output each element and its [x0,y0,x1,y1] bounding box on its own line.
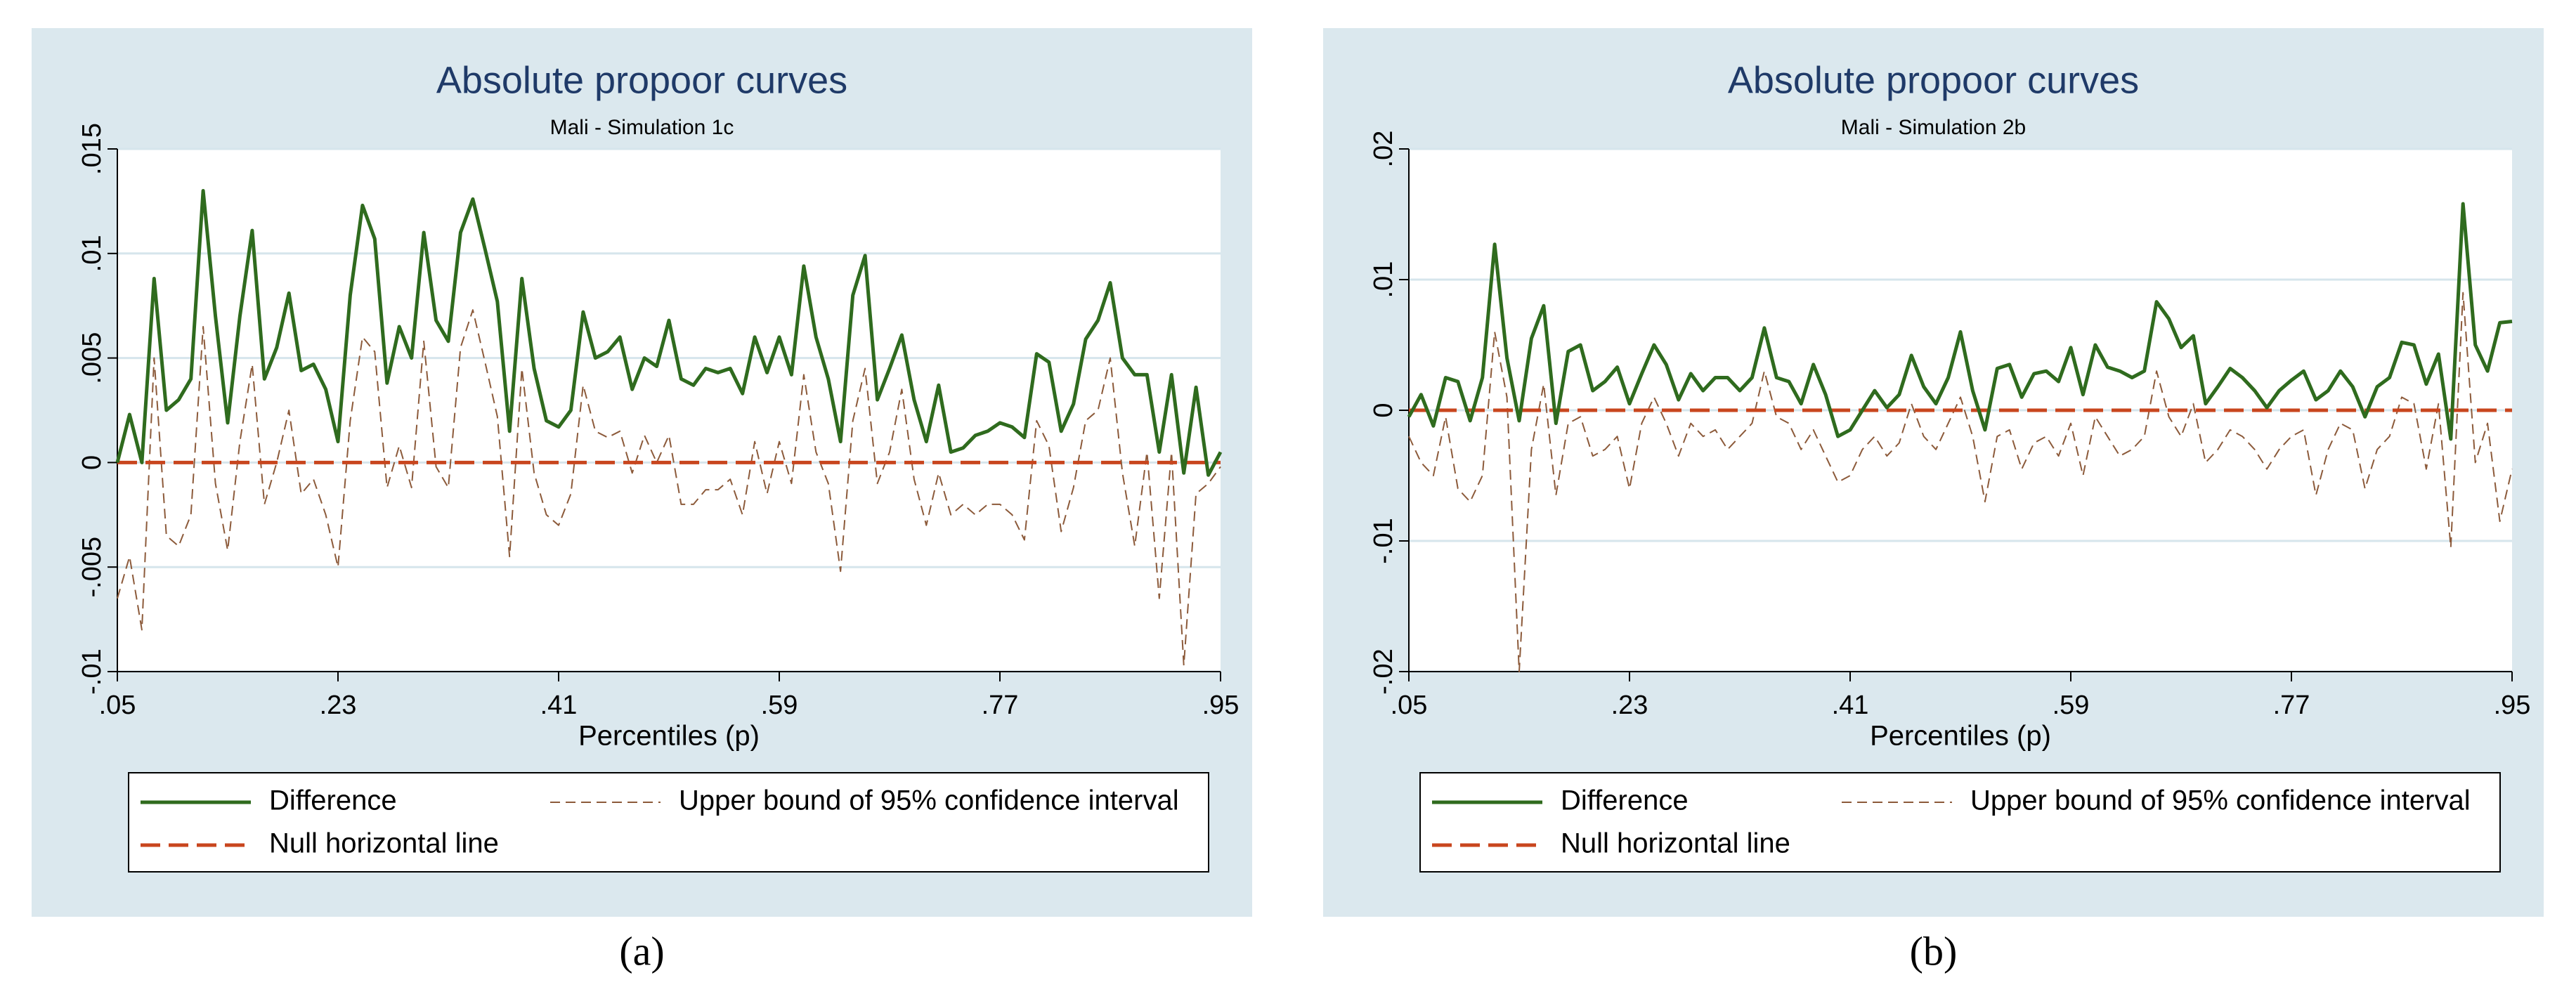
x-tick-label: .95 [1202,691,1240,720]
x-tick-label: .05 [1391,691,1428,720]
x-tick-label: .23 [1611,691,1648,720]
y-tick-label: .01 [77,235,107,272]
plot-area [117,149,1221,672]
panel-label: (b) [1910,928,1958,974]
panel: Absolute propoor curves Mali - Simulation… [1323,28,2544,974]
y-tick-label: -.02 [1369,648,1398,694]
x-tick-label: .23 [320,691,357,720]
y-tick-label: .005 [77,332,107,384]
y-tick-label: .015 [77,123,107,175]
legend-box [128,772,1209,873]
legend-label: Null horizontal line [269,828,499,859]
y-tick-label: -.01 [1369,518,1398,563]
confidence-line [117,309,1221,667]
y-tick-label: 0 [77,455,107,470]
chart-subtitle: Mali - Simulation 1c [550,116,734,139]
confidence-line [1408,292,2513,672]
y-tick-label: .02 [1369,131,1398,168]
y-tick-label: -.01 [77,648,107,694]
legend-label: Upper bound of 95% confidence interval [679,785,1179,816]
x-axis-label: Percentiles (p) [1870,721,2051,752]
y-tick-label: -.005 [77,537,107,598]
legend-label: Difference [269,785,397,816]
x-tick-label: .77 [2273,691,2310,720]
x-tick-label: .41 [540,691,578,720]
legend-box [1419,772,2501,873]
panel-label: (a) [619,928,664,974]
x-tick-label: .59 [761,691,798,720]
x-tick-label: .05 [99,691,136,720]
chart-subtitle: Mali - Simulation 2b [1841,116,2026,139]
chart-title: Absolute propoor curves [1728,59,2139,101]
x-axis-label: Percentiles (p) [578,721,760,752]
y-tick-label: 0 [1369,403,1398,417]
legend-label: Null horizontal line [1561,828,1790,859]
chart-title: Absolute propoor curves [436,59,847,101]
x-tick-label: .59 [2053,691,2090,720]
x-tick-label: .95 [2494,691,2531,720]
legend-label: Upper bound of 95% confidence interval [1970,785,2471,816]
x-tick-label: .77 [982,691,1019,720]
x-tick-label: .41 [1832,691,1869,720]
y-tick-label: .01 [1369,261,1398,299]
difference-line [1407,202,2513,441]
panel: Absolute propoor curves Mali - Simulation… [32,28,1252,974]
difference-line [115,189,1223,477]
legend-label: Difference [1561,785,1689,816]
